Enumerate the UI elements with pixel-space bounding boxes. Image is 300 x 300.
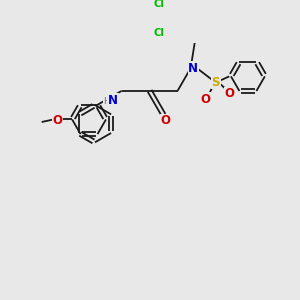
Text: O: O [160, 114, 170, 127]
Text: Cl: Cl [153, 0, 164, 9]
Text: N: N [108, 94, 118, 107]
Text: Cl: Cl [153, 28, 164, 38]
Text: H: H [103, 97, 111, 106]
Text: N: N [188, 61, 198, 75]
Text: O: O [53, 115, 63, 128]
Text: S: S [212, 76, 220, 88]
Text: O: O [224, 88, 234, 100]
Text: O: O [201, 92, 211, 106]
